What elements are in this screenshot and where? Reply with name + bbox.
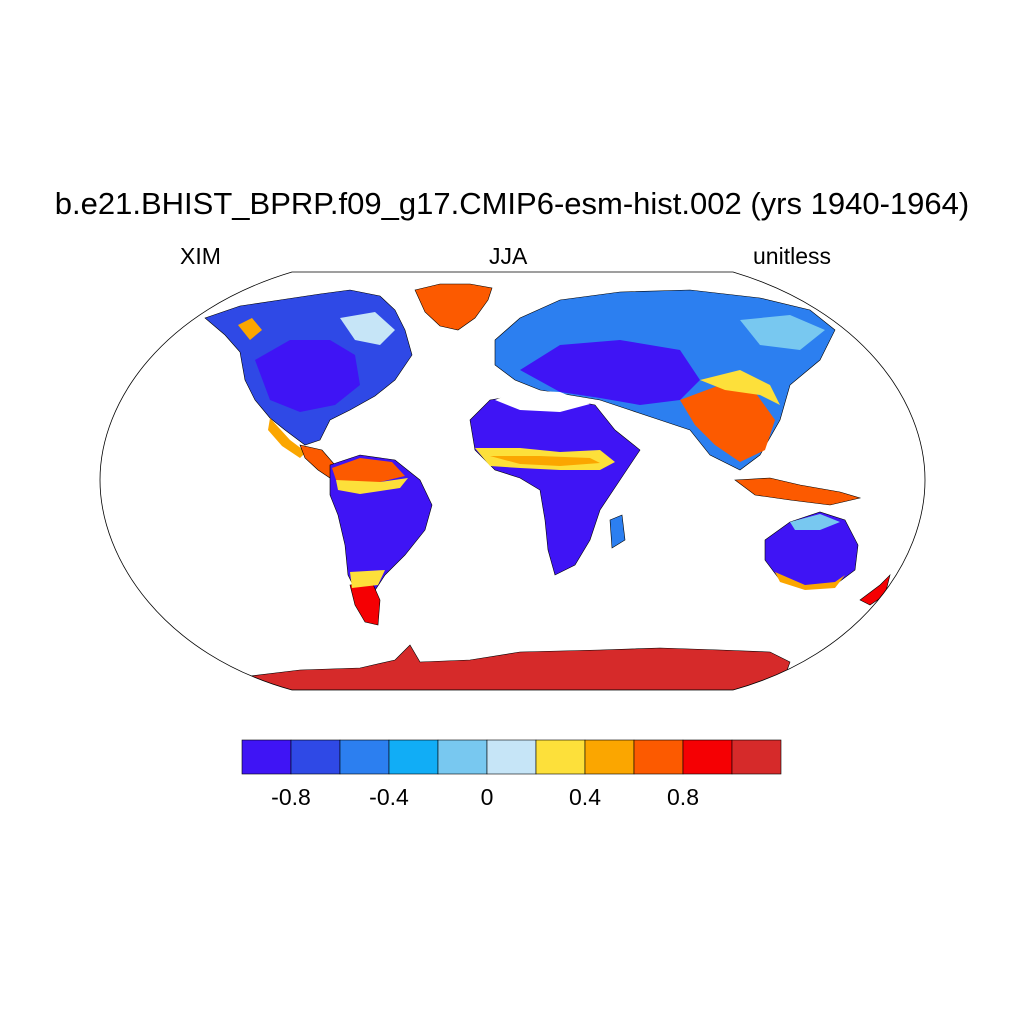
plot-title: b.e21.BHIST_BPRP.f09_g17.CMIP6-esm-hist.… xyxy=(54,186,970,221)
south-america-north-warm xyxy=(332,458,405,484)
variable-label: XIM xyxy=(180,243,221,269)
siberia-light xyxy=(740,315,825,350)
north-america-core xyxy=(255,340,360,412)
colorbar-segment xyxy=(241,739,292,775)
hudson-bay-light xyxy=(340,312,395,345)
maritime-continent-region xyxy=(734,477,862,506)
colorbar-segment xyxy=(535,739,586,775)
colorbar-segment xyxy=(486,739,537,775)
colorbar-segment xyxy=(633,739,684,775)
colorbar-tick-label: -0.4 xyxy=(369,784,409,810)
colorbar-segment xyxy=(388,739,439,775)
patagonia-yellow xyxy=(350,570,385,588)
east-asia-yellow xyxy=(700,370,780,405)
new-zealand-region xyxy=(859,574,891,606)
colorbar-segment xyxy=(584,739,635,775)
colorbar-tick-label: 0.8 xyxy=(667,784,699,810)
australia-region xyxy=(764,511,859,589)
east-asia-warm xyxy=(680,385,775,462)
madagascar-region xyxy=(609,514,626,549)
central-asia-core xyxy=(520,340,700,405)
australia-south-warm xyxy=(775,572,845,590)
greenland-region xyxy=(414,283,493,331)
colorbar-segment xyxy=(339,739,390,775)
colorbar-tick-label: -0.8 xyxy=(271,784,311,810)
globe-outline xyxy=(99,271,926,691)
colorbar-tick-label: 0 xyxy=(480,784,494,810)
north-america-coast-warm xyxy=(238,318,262,340)
units-label: unitless xyxy=(753,243,831,269)
colorbar-segment xyxy=(437,739,488,775)
north-africa-light xyxy=(495,390,590,412)
australia-north-light xyxy=(790,514,840,530)
antarctica-region xyxy=(239,644,791,690)
colorbar-segment xyxy=(731,739,782,775)
north-america-south-warm xyxy=(268,418,306,458)
south-america-band-yellow xyxy=(336,478,408,494)
season-label: JJA xyxy=(489,243,528,269)
colorbar-tick-label: 0.4 xyxy=(569,784,601,810)
colorbar-segment xyxy=(290,739,341,775)
colorbar-segment xyxy=(682,739,733,775)
sahel-band-orange xyxy=(490,456,600,466)
